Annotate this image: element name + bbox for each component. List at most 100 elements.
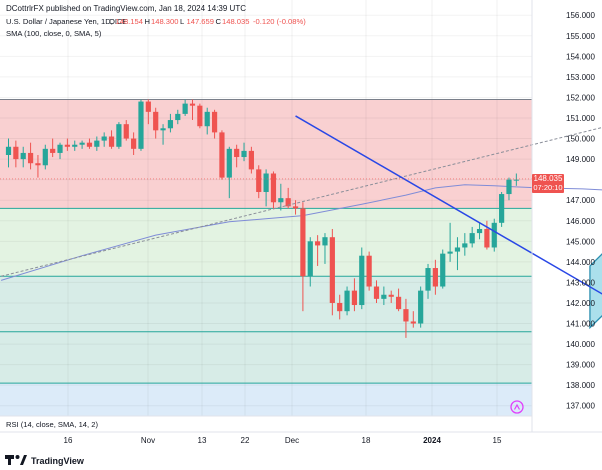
price-tick-label: 149.000 — [566, 155, 595, 164]
candle-body — [432, 268, 438, 287]
ohlc-values: O 148.154 H 148.300 L 147.659 C 148.035 — [109, 17, 249, 26]
price-axis[interactable]: 156.000 155.000 154.000 153.000 152.000 151.0… — [566, 11, 595, 410]
candle — [234, 144, 240, 168]
candle-body — [182, 103, 188, 114]
time-tick-label: 18 — [362, 436, 371, 445]
change-value: -0.120 (-0.08%) — [253, 17, 306, 26]
price-tick-label: 140.000 — [566, 340, 595, 349]
ohlc-label: C — [216, 17, 222, 26]
ohlc-label: L — [180, 17, 184, 26]
time-tick-label: Nov — [141, 436, 155, 445]
candle-body — [462, 243, 468, 248]
candle — [462, 233, 468, 256]
candle-body — [86, 142, 93, 147]
ohlc-value: 148.300 — [151, 17, 178, 26]
candle — [167, 113, 174, 133]
candle-body — [285, 198, 291, 207]
ohlc-value: 148.035 — [222, 17, 249, 26]
candle — [418, 286, 424, 328]
price-tick-label: 143.000 — [566, 278, 595, 287]
candle — [307, 237, 313, 287]
candle — [454, 237, 461, 271]
candle-body — [79, 142, 85, 145]
candle — [351, 278, 358, 312]
candle — [329, 228, 335, 316]
price-tick-label: 137.000 — [566, 402, 595, 411]
ohlc-label: H — [145, 17, 150, 26]
candle — [359, 247, 365, 310]
candle — [513, 173, 519, 186]
candle — [344, 286, 350, 316]
candle-body — [204, 111, 210, 127]
candle-body — [211, 111, 218, 133]
candle-body — [315, 241, 321, 246]
candle — [211, 109, 218, 139]
candle-body — [57, 144, 63, 153]
descending-trendline[interactable] — [295, 115, 602, 334]
candle-body — [447, 251, 453, 254]
candle-body — [50, 148, 56, 153]
candle-body — [131, 138, 137, 149]
candle — [484, 220, 490, 250]
candle-body — [425, 268, 431, 291]
candle-body — [108, 136, 115, 147]
candle — [425, 263, 431, 299]
time-tick-label: 15 — [493, 436, 502, 445]
candle-body — [167, 120, 174, 129]
candle — [381, 286, 387, 306]
candle — [241, 142, 247, 162]
candle — [175, 109, 181, 125]
ohlc-label: O — [109, 17, 115, 26]
time-axis[interactable]: 16 Nov 13 22 Dec 18 2024 15 — [64, 436, 502, 445]
candle-body — [476, 228, 483, 234]
candle — [322, 233, 328, 264]
candle-body — [381, 294, 387, 299]
candle-body — [160, 128, 166, 131]
price-tick-label: 155.000 — [566, 32, 595, 41]
price-tick-label: 151.000 — [566, 114, 595, 123]
candle-body — [138, 101, 144, 149]
candle-body — [440, 253, 446, 287]
candle-body — [278, 198, 284, 203]
candle — [72, 140, 78, 151]
candle-body — [175, 113, 181, 121]
candle — [315, 235, 321, 266]
last-price-tag: 148.035 07:20:10 — [532, 173, 564, 193]
candle — [476, 222, 483, 240]
sma-legend[interactable]: SMA (100, close, 0, SMA, 5) — [6, 29, 102, 38]
candle-body — [307, 241, 313, 277]
alert-icon[interactable] — [510, 400, 524, 414]
tradingview-logo[interactable]: TradingView — [5, 455, 85, 466]
price-tick-label: 153.000 — [566, 73, 595, 82]
candle-body — [248, 150, 254, 170]
candle-body — [101, 136, 107, 141]
published-note: DCottrlrFX published on TradingView.com,… — [6, 4, 246, 13]
price-tick-label: 144.000 — [566, 258, 595, 267]
candle-body — [35, 163, 41, 166]
last-price-value: 148.035 — [534, 174, 563, 183]
rsi-legend[interactable]: RSI (14, close, SMA, 14, 2) — [6, 420, 98, 429]
candle-body — [337, 302, 343, 312]
horizontal-levels — [0, 99, 532, 384]
candle-body — [219, 132, 225, 178]
time-tick-label: 2024 — [423, 436, 441, 445]
symbol-legend[interactable]: U.S. Dollar / Japanese Yen, 1D, ICE O 148… — [6, 17, 306, 26]
candle-body — [418, 290, 424, 324]
candle — [226, 146, 232, 199]
candle — [131, 132, 137, 155]
candle-body — [270, 173, 277, 203]
candle — [403, 298, 409, 338]
candle-body — [292, 206, 299, 209]
candle — [101, 132, 107, 147]
candle-body — [5, 146, 12, 155]
candle — [292, 200, 299, 215]
candle-body — [20, 152, 26, 160]
price-zones — [0, 99, 532, 416]
price-tick-label: 142.000 — [566, 299, 595, 308]
candle — [145, 99, 151, 125]
candle — [57, 142, 63, 160]
candle — [86, 138, 93, 149]
ascending-dashed-trendline[interactable] — [1, 100, 602, 277]
candle — [366, 251, 372, 291]
